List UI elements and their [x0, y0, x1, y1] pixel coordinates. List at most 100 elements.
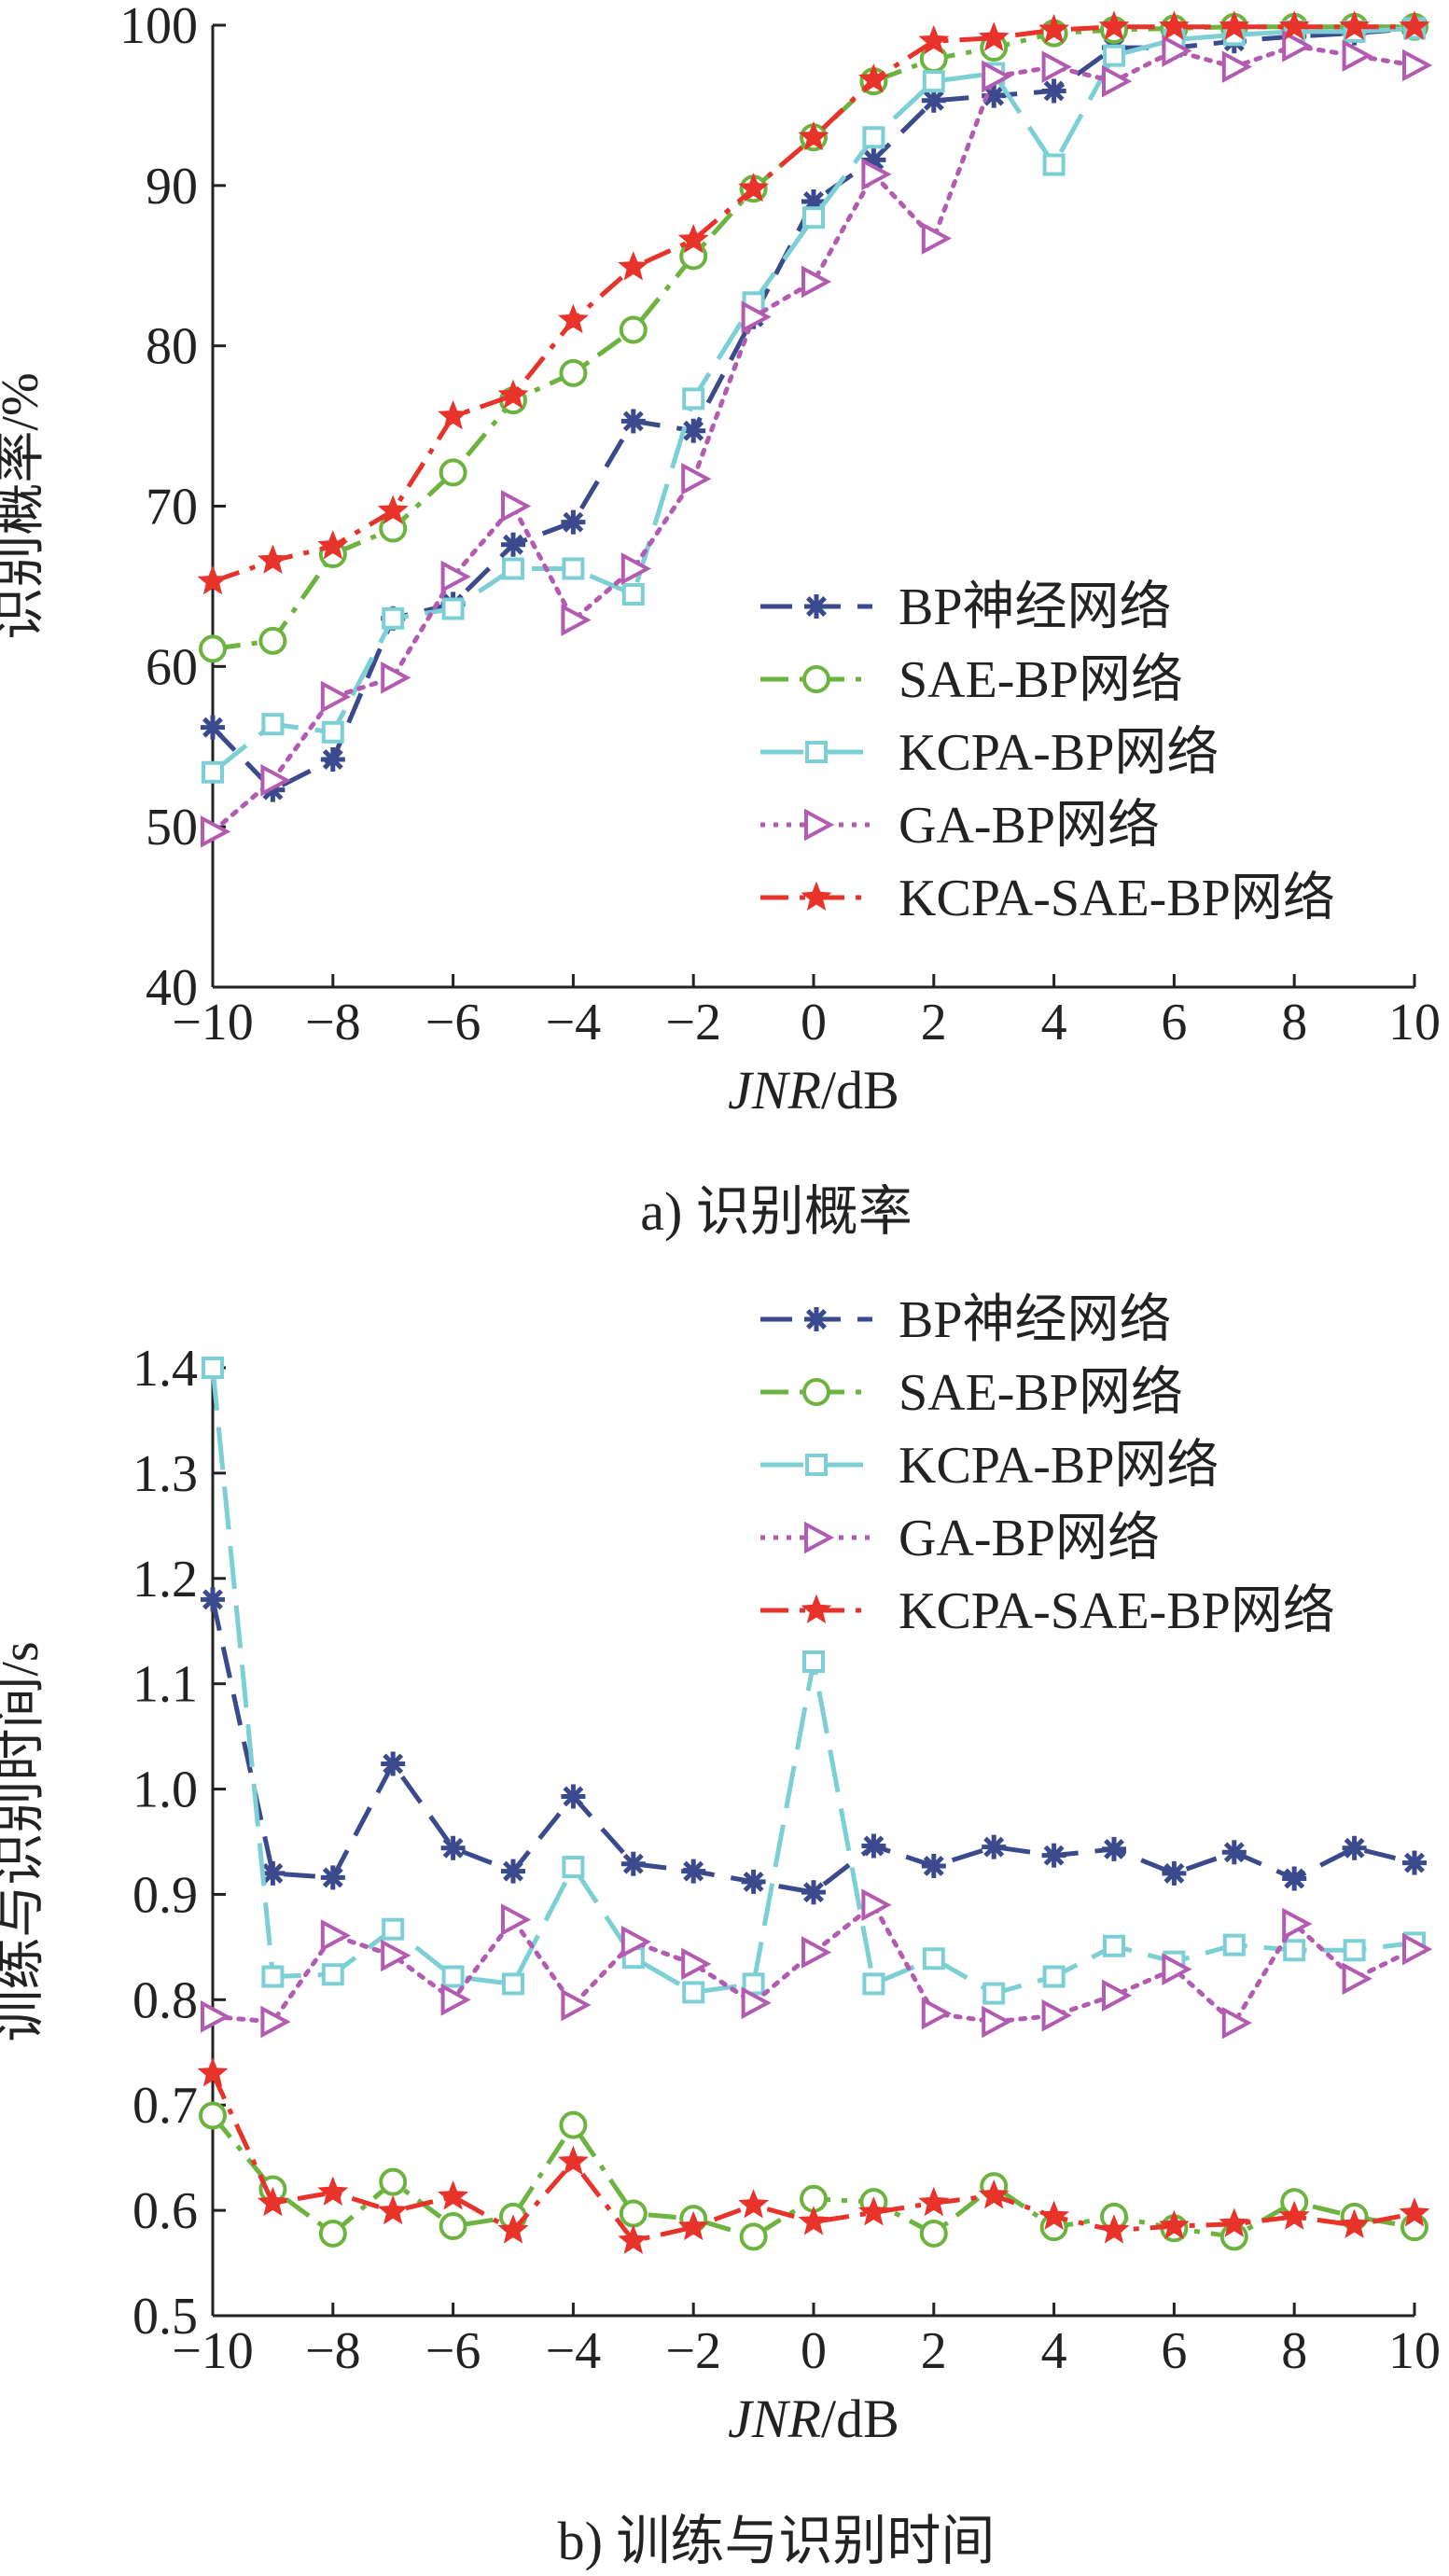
data-point — [741, 300, 772, 334]
x-tick-label: −6 — [425, 2322, 481, 2380]
data-point — [1038, 2200, 1070, 2230]
asterisk-stroke — [1284, 1868, 1305, 1889]
data-point — [317, 2176, 349, 2206]
data-point — [682, 387, 705, 411]
series-line — [210, 2072, 1415, 2244]
legend-marker — [802, 665, 830, 693]
x-tick-label: 10 — [1388, 2322, 1441, 2380]
data-point — [1098, 2214, 1130, 2244]
series-line — [211, 25, 1415, 774]
data-point — [320, 746, 345, 772]
series-SAE-BP网络 — [199, 2101, 1428, 2251]
data-point — [197, 2057, 229, 2087]
data-point — [440, 1835, 466, 1860]
y-tick-label: 60 — [146, 638, 198, 696]
data-point — [1219, 2207, 1250, 2237]
data-point — [501, 532, 525, 557]
legend: BP神经网络 SAE-BP网络 KCPA-BP网络 GA-BP网络 KCPA-SAE-B… — [760, 578, 1335, 927]
series-KCPA-SAE-BP网络 — [197, 2057, 1430, 2254]
x-tick-label: −10 — [172, 994, 254, 1051]
legend-marker — [801, 1594, 832, 1623]
y-axis-label: 训练与识别时间/s — [0, 1641, 49, 2041]
data-point — [1042, 153, 1066, 176]
asterisk-stroke — [803, 1882, 824, 1903]
y-tick-label: 0.9 — [132, 1866, 198, 1924]
asterisk-stroke — [383, 1753, 404, 1775]
data-point — [257, 544, 288, 574]
asterisk-stroke — [442, 1837, 464, 1859]
x-tick-label: 8 — [1281, 994, 1307, 1051]
x-tick-label: 2 — [921, 2322, 947, 2380]
legend-marker — [801, 881, 832, 911]
asterisk-stroke — [1344, 1837, 1365, 1859]
data-point — [982, 60, 1012, 93]
data-point — [919, 2219, 948, 2248]
data-point — [201, 1587, 225, 1612]
data-point — [1158, 10, 1190, 40]
data-point — [982, 1982, 1006, 2005]
x-tick-label: 0 — [801, 2322, 827, 2380]
data-point — [1103, 1934, 1125, 1957]
data-point — [1282, 1866, 1307, 1891]
legend-marker — [802, 1378, 830, 1406]
data-point — [1278, 10, 1310, 40]
data-point — [1102, 1836, 1126, 1861]
data-point — [258, 626, 287, 655]
data-point — [557, 303, 589, 334]
data-point — [440, 1983, 471, 2016]
data-point — [918, 2186, 950, 2217]
data-point — [440, 560, 471, 593]
data-point — [978, 21, 1010, 51]
data-point — [802, 1650, 825, 1673]
chart-2: −10 −8 −6 −4 −2 0 2 4 6 8 10 0.5 0.6 0.7 0.8 0.9 1.0 1.1 1… — [0, 1291, 1441, 2571]
legend-marker — [805, 1454, 828, 1476]
data-point — [1342, 39, 1372, 72]
series-line — [210, 1598, 1415, 1895]
series-BP神经网络 — [201, 1587, 1427, 1905]
data-point — [1343, 1939, 1366, 1962]
x-tick-label: 4 — [1041, 994, 1067, 1051]
series-KCPA-SAE-BP网络 — [197, 10, 1430, 595]
data-point — [861, 1833, 886, 1859]
data-point — [561, 509, 586, 535]
series-GA-BP网络 — [201, 1888, 1433, 2040]
data-point — [741, 1869, 766, 1894]
data-point — [377, 494, 409, 524]
data-point — [1342, 1962, 1372, 1996]
series-line — [211, 25, 1415, 793]
data-point — [260, 763, 291, 797]
asterisk-stroke — [202, 1589, 223, 1610]
data-point — [201, 2000, 231, 2033]
data-point — [559, 2110, 588, 2139]
legend-label: SAE-BP网络 — [899, 651, 1183, 709]
data-point — [620, 552, 652, 585]
x-tick-label: −8 — [305, 994, 361, 1051]
data-point — [381, 1939, 411, 1972]
data-point — [982, 1834, 1007, 1859]
data-point — [1162, 1953, 1192, 1985]
y-tick-label: 80 — [146, 318, 198, 376]
data-point — [497, 2214, 529, 2244]
y-tick-label: 40 — [146, 959, 198, 1017]
y-axis-label: 识别概率/% — [0, 372, 49, 639]
y-tick-label: 1.2 — [132, 1551, 198, 1608]
data-point — [1042, 1965, 1066, 1988]
data-point — [620, 409, 646, 434]
data-point — [1402, 49, 1433, 82]
data-point — [1102, 1979, 1133, 2012]
legend-label: BP神经网络 — [899, 1291, 1172, 1349]
data-point — [561, 1784, 586, 1809]
data-point — [381, 661, 411, 694]
legend-label: GA-BP网络 — [899, 1510, 1160, 1567]
x-tick-label: −2 — [665, 994, 721, 1051]
asterisk-stroke — [563, 511, 584, 533]
x-tick-label: 8 — [1281, 2322, 1307, 2380]
data-point — [620, 1925, 652, 1958]
data-point — [681, 462, 712, 495]
data-point — [921, 1853, 946, 1878]
data-point — [381, 1751, 406, 1776]
y-tick-label: 100 — [119, 0, 198, 55]
x-tick-label: 6 — [1161, 994, 1187, 1051]
y-tick-label: 1.4 — [132, 1340, 198, 1398]
y-tick-label: 50 — [146, 799, 198, 856]
